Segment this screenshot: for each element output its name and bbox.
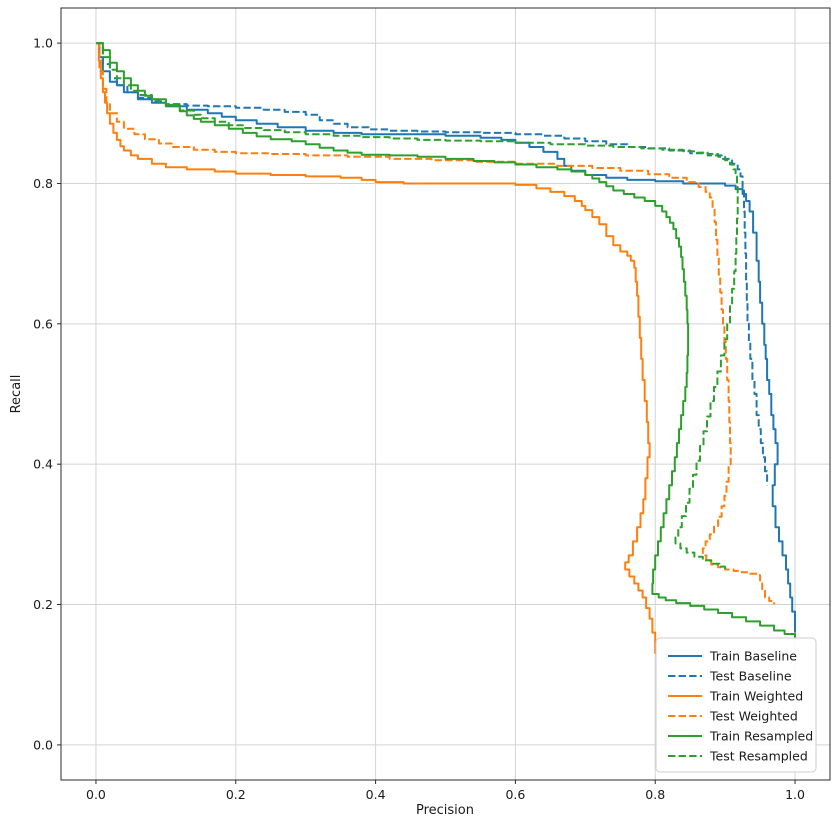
legend-item-test-resampled: Test Resampled bbox=[668, 749, 808, 764]
axes-frame bbox=[60, 7, 831, 781]
x-tick-label: 0.6 bbox=[505, 787, 525, 802]
x-tick-label: 1.0 bbox=[785, 787, 805, 802]
y-tick-label: 0.8 bbox=[33, 176, 53, 191]
y-tick-label: 0.2 bbox=[33, 597, 53, 612]
legend-label: Train Baseline bbox=[709, 649, 797, 664]
series-line-test-weighted bbox=[96, 42, 776, 605]
legend-label: Train Resampled bbox=[709, 729, 813, 744]
x-tick-label: 0.0 bbox=[86, 787, 106, 802]
legend-item-train-baseline: Train Baseline bbox=[668, 649, 797, 664]
legend-item-test-weighted: Test Weighted bbox=[668, 709, 798, 724]
y-tick-label: 0.0 bbox=[33, 737, 53, 752]
legend-item-test-baseline: Test Baseline bbox=[668, 669, 792, 684]
y-tick-label: 0.4 bbox=[33, 457, 53, 472]
series-layer bbox=[96, 42, 796, 654]
legend-item-train-resampled: Train Resampled bbox=[668, 729, 813, 744]
x-tick-label: 0.8 bbox=[645, 787, 665, 802]
x-tick-label: 0.4 bbox=[366, 787, 386, 802]
legend-item-train-weighted: Train Weighted bbox=[668, 689, 803, 704]
series-line-train-weighted bbox=[96, 42, 657, 654]
legend-label: Test Weighted bbox=[709, 709, 798, 724]
x-tick-label: 0.2 bbox=[226, 787, 246, 802]
x-axis-label: Precision bbox=[416, 803, 474, 818]
legend-label: Train Weighted bbox=[709, 689, 803, 704]
y-tick-label: 1.0 bbox=[33, 36, 53, 51]
y-axis-label: Recall bbox=[9, 375, 24, 414]
series-line-train-resampled bbox=[96, 42, 796, 638]
legend-label: Test Resampled bbox=[709, 749, 808, 764]
legend-label: Test Baseline bbox=[709, 669, 792, 684]
series-line-test-baseline bbox=[96, 42, 769, 486]
legend-box bbox=[655, 637, 817, 773]
axis-layer: 0.0 0.2 0.4 0.6 0.8 1.0 0.0 0.2 0.4 0.6 0.8 1.0 bbox=[33, 7, 831, 802]
legend: Train Baseline Test Baseline Train Weighte… bbox=[655, 637, 817, 773]
series-line-test-resampled bbox=[96, 42, 739, 570]
series-line-train-baseline bbox=[96, 42, 796, 633]
y-tick-label: 0.6 bbox=[33, 316, 53, 331]
